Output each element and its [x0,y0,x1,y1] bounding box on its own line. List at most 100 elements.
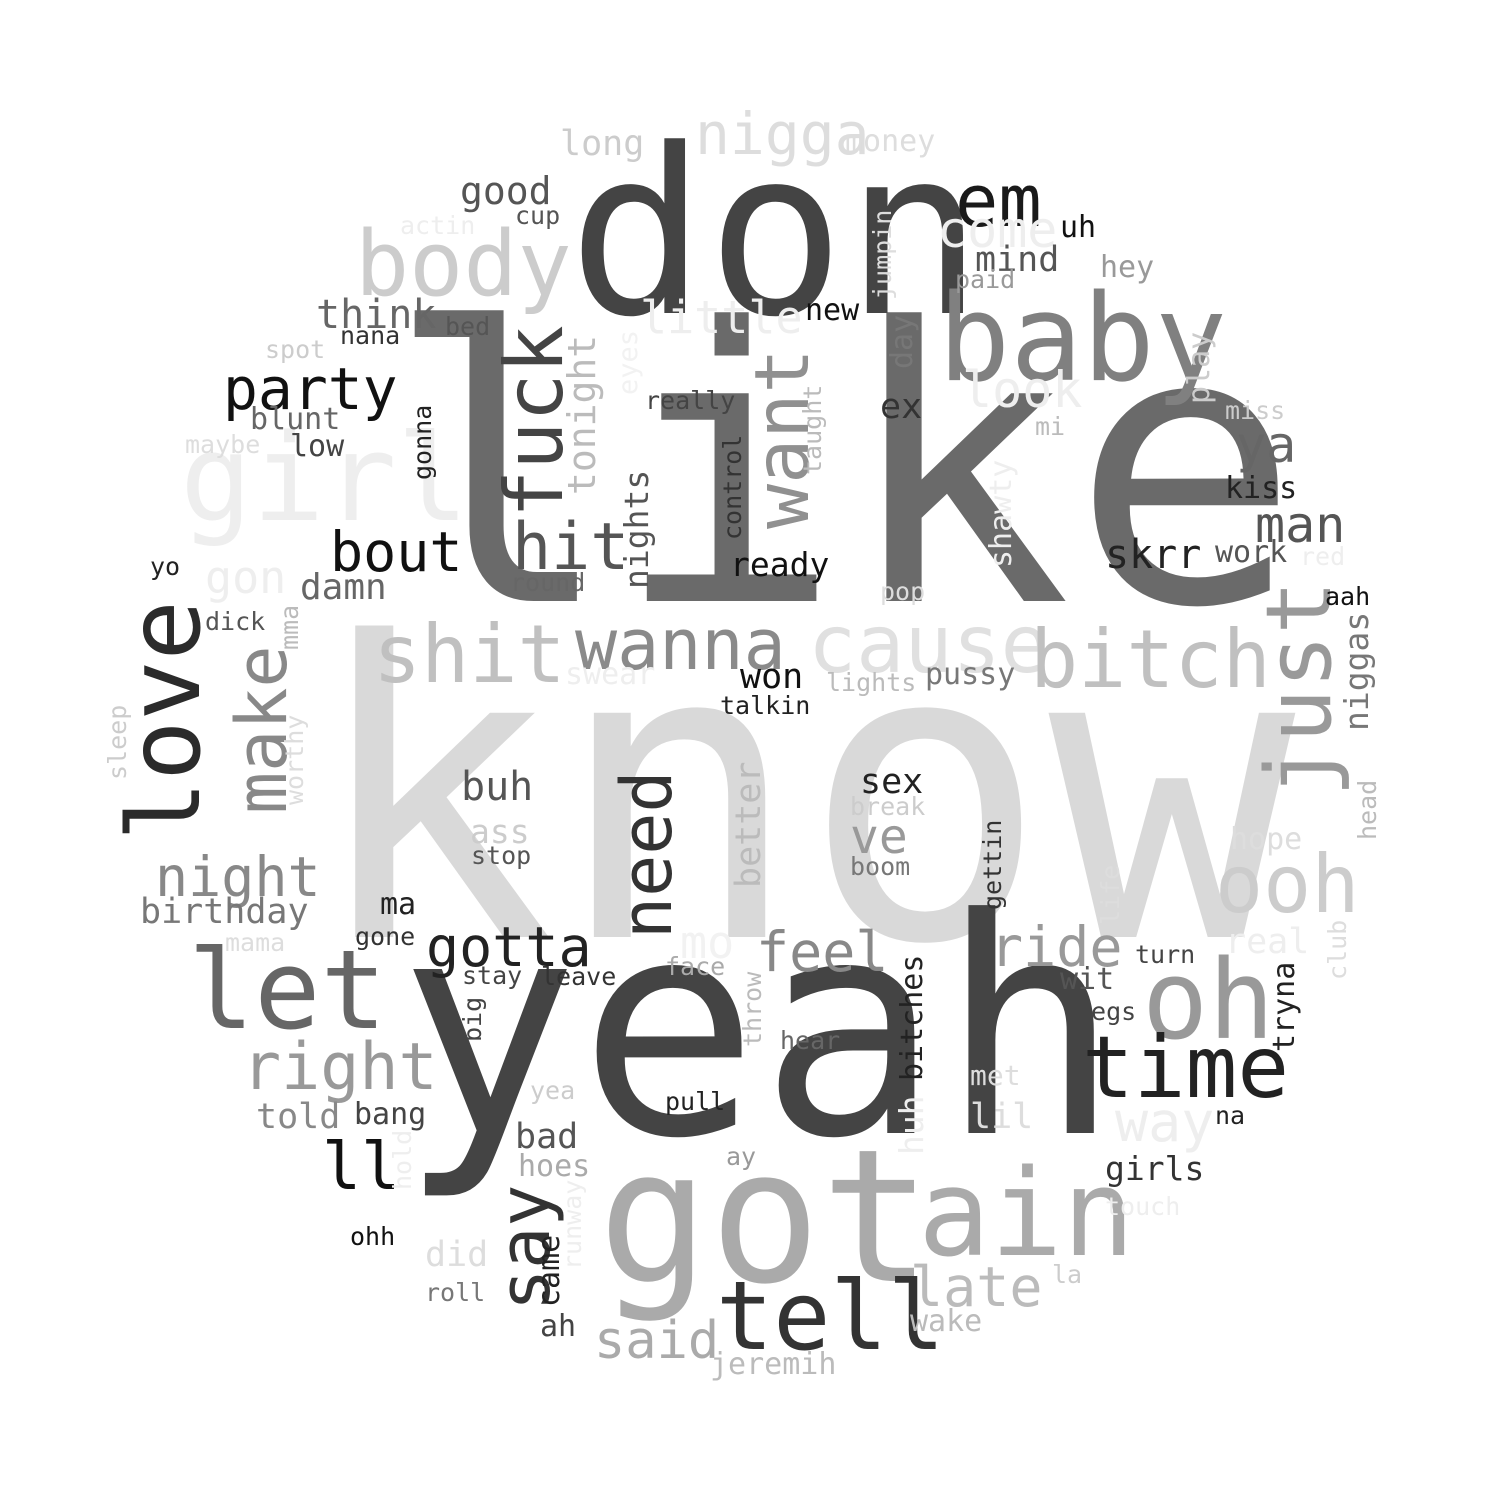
word-real: real [1225,922,1310,962]
word-gonna: gonna [408,404,437,480]
word-worthy: worthy [280,714,309,805]
word-ain: ain [918,1145,1135,1284]
word-day: day [885,314,920,369]
word-wanna: wanna [575,604,786,686]
word-talkin: talkin [720,691,811,720]
word-hoes: hoes [518,1149,591,1184]
word-legs: legs [1076,997,1137,1026]
word-red: red [1300,542,1346,571]
word-club: club [1323,919,1352,980]
word-big: big [458,996,487,1042]
word-maybe: maybe [185,430,261,459]
word-little: little [640,291,803,344]
word-niggas: niggas [1337,611,1376,731]
word-let: let [188,926,387,1054]
word-don: don [568,101,984,368]
word-told: told [256,1097,341,1137]
word-won: won [740,657,804,697]
word-turn: turn [1135,940,1196,969]
word-shawty: shawty [984,459,1019,568]
word-ass: ass [470,812,530,851]
word-gone: gone [355,922,416,951]
word-said: said [594,1311,720,1371]
word-long: long [560,124,645,164]
word-mind: mind [975,240,1060,280]
word-play: play [1182,331,1217,404]
word-bitch: bitch [1030,613,1271,706]
word-yeah: yeah [398,855,1121,1204]
word-hit: hit [512,510,630,585]
word-sex: sex [860,762,924,802]
word-aah: aah [1325,582,1371,611]
word-think: think [316,292,437,338]
word-come: come [937,201,1058,259]
word-girls: girls [1105,1149,1205,1188]
word-miss: miss [1225,396,1286,425]
word-damn: damn [300,567,387,608]
word-know: know [308,556,1296,1034]
word-just: just [1247,580,1352,797]
word-need: need [606,770,688,939]
word-new: new [805,293,860,328]
word-time: time [1082,1018,1290,1118]
word-hear: hear [780,1026,841,1055]
word-leave: leave [541,962,617,991]
word-really: really [645,386,736,415]
word-skrr: skrr [1105,532,1202,578]
word-gotta: gotta [426,915,592,979]
word-yo: yo [150,552,181,581]
word-blunt: blunt [250,402,341,437]
word-girl: girl [180,410,469,549]
word-jeremih: jeremih [710,1347,837,1382]
word-hold: hold [388,1129,417,1190]
word-face: face [665,952,726,981]
word-hey: hey [1100,250,1155,285]
word-na: na [1215,1101,1246,1130]
word-lil: lil [970,1097,1034,1137]
word-ve: ve [850,809,908,865]
word-oh: oh [1142,936,1275,1064]
word-stay: stay [462,961,523,990]
word-right: right [242,1030,438,1105]
word-nights: nights [617,469,656,589]
word-work: work [1215,535,1288,570]
word-late: late [910,1255,1043,1319]
word-em: em [955,159,1042,243]
word-huh: huh [892,1095,931,1155]
word-pull: pull [665,1087,726,1116]
word-ah: ah [540,1309,577,1344]
word-nana: nana [340,321,401,350]
word-feel: feel [756,920,889,984]
word-paid: paid [955,265,1016,294]
word-better: better [729,761,769,888]
word-kiss: kiss [1225,471,1298,506]
word-tryna: tryna [1267,961,1302,1052]
word-baby: baby [938,270,1227,409]
word-way: way [1115,1090,1215,1154]
word-ready: ready [730,545,830,584]
word-dick: dick [205,607,266,636]
word-pussy: pussy [925,657,1016,692]
word-nigga: nigga [695,100,870,168]
word-jumpin: jumpin [868,209,897,300]
word-ay: ay [726,1142,757,1171]
word-look: look [962,361,1083,419]
word-bout: bout [330,520,463,584]
word-ex: ex [880,387,923,427]
word-mma: mma [275,604,304,650]
word-shit: shit [373,608,566,701]
word-la: la [1052,1260,1083,1289]
word-lights: lights [826,668,917,697]
word-money: money [845,124,936,159]
word-did: did [425,1235,489,1275]
word-ride: ride [990,915,1123,979]
word-mama: mama [225,928,286,957]
word-boom: boom [850,852,911,881]
word-break: break [850,792,926,821]
word-swear: swear [565,657,656,692]
word-control: control [718,434,747,540]
word-party: party [223,355,398,423]
word-runway: runway [558,1179,587,1270]
word-round: round [510,568,586,597]
